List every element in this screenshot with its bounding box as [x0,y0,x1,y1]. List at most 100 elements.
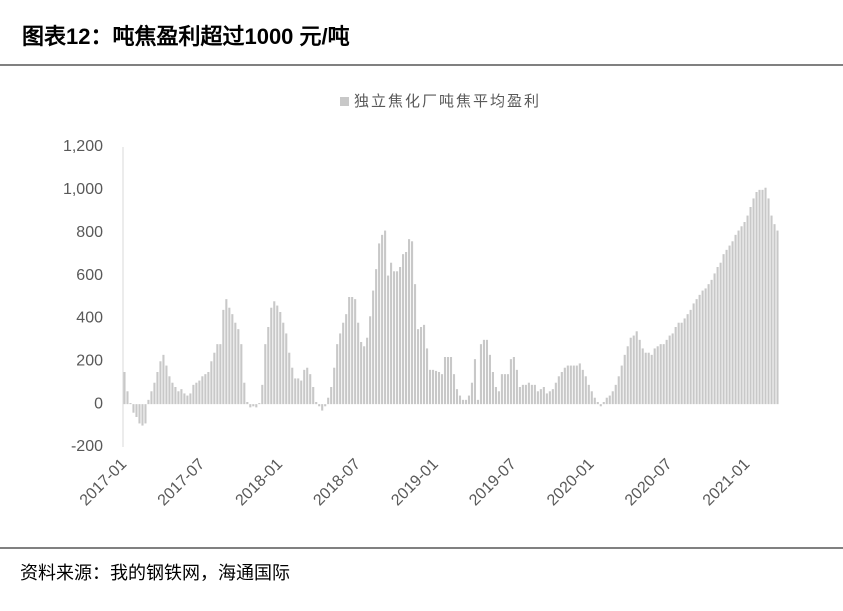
bar [554,382,557,405]
bar [644,352,647,405]
bar [228,307,231,405]
x-tick-label: 2021-01 [700,456,754,510]
bar [713,273,716,405]
bar [653,348,656,405]
bar [399,267,402,405]
bar [680,322,683,405]
y-tick-label: 800 [76,224,103,241]
bar [566,365,569,405]
bar [150,391,153,405]
y-tick-label: 1,000 [63,181,103,198]
bar [674,327,677,405]
bar [294,378,297,405]
bar [668,335,671,405]
bar [402,254,405,405]
bar [198,380,201,405]
bar [758,189,761,405]
bar [602,402,605,405]
bar [159,361,162,405]
bar [153,382,156,405]
bar [773,224,776,405]
bar [533,384,536,405]
bar [129,403,132,405]
bar [449,357,453,405]
x-tick-label: 2018-07 [310,456,364,510]
bar [470,382,474,405]
bar [333,367,336,405]
y-tick-label: 1,200 [63,138,103,155]
bar [476,399,480,405]
bar [204,374,207,405]
x-tick-label: 2018-01 [233,456,287,510]
bar [216,344,219,405]
bar [740,226,743,405]
bar [743,222,746,405]
bar [231,314,234,405]
bar [461,399,465,405]
bar [443,357,447,405]
bar [485,339,488,405]
bar [569,365,572,405]
x-tick-label: 2020-01 [544,456,598,510]
bar [500,374,503,405]
bar [138,404,141,424]
bar [632,335,635,405]
y-tick-label: 0 [94,395,103,412]
bar [351,297,354,405]
bar [452,374,456,405]
legend-label: 独立焦化厂吨焦平均盈利 [354,93,541,110]
bar [704,288,707,405]
bar [195,382,198,405]
bar [659,344,662,405]
bar [315,402,318,405]
bar [686,314,689,405]
bar [596,402,599,405]
bar [396,271,399,405]
bar [755,192,758,405]
bar [494,387,497,405]
bar [491,372,494,405]
bar [437,372,441,405]
bar [411,241,414,405]
bar [563,367,566,405]
bar [126,391,129,405]
bar [701,290,704,405]
y-tick-label: -200 [71,438,103,455]
bar [617,376,620,405]
bar [719,262,722,405]
bar [408,239,411,405]
bar [635,331,638,405]
bar [189,393,192,405]
bar [665,339,668,405]
bar [428,369,432,405]
bar [506,374,509,405]
bar [578,363,581,405]
bar [201,376,204,405]
bar [551,389,554,405]
bar [180,389,183,405]
bar [321,404,324,411]
bar [210,361,213,405]
bar [725,249,728,405]
bar [548,391,551,405]
bar [614,384,617,405]
bar [246,402,249,405]
bar [497,391,500,405]
bar [707,284,710,405]
bar [186,395,189,405]
bar [467,395,471,405]
bar [710,279,713,405]
bar [393,271,396,405]
bar [273,301,276,405]
bar [752,198,755,405]
bar [536,391,539,405]
bar [348,297,351,405]
bar [249,404,252,408]
bar [641,348,644,405]
bar [270,307,273,405]
bar [345,314,348,405]
bar [405,252,408,405]
bar [162,354,165,405]
bar [458,395,462,405]
